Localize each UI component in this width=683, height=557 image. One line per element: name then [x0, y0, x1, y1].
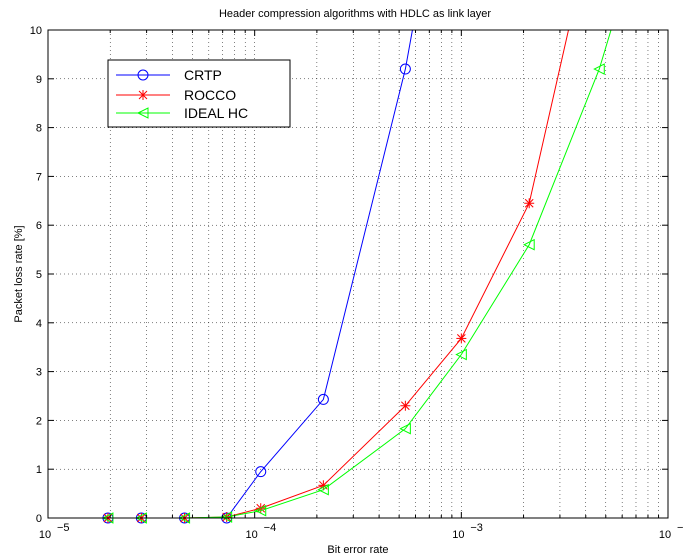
data-point-marker: [138, 90, 148, 100]
legend-label: IDEAL HC: [184, 105, 248, 121]
legend-label: CRTP: [184, 67, 222, 83]
legend: CRTP ROCCO IDEAL HC: [108, 60, 290, 127]
chart-title: Header compression algorithms with HDLC …: [219, 8, 491, 20]
y-tick-label: 10: [30, 25, 42, 37]
x-tick-label-exponent: −4: [264, 522, 277, 534]
y-tick-label: 1: [36, 464, 42, 476]
y-tick-label: 4: [36, 318, 42, 330]
y-axis-label: Packet loss rate [%]: [13, 225, 25, 322]
x-tick-label-exponent: −2: [677, 522, 683, 534]
y-tick-label: 2: [36, 415, 42, 427]
x-tick-label: 10: [659, 529, 671, 541]
y-tick-label: 3: [36, 367, 42, 379]
x-tick-label: 10: [452, 529, 464, 541]
legend-label: ROCCO: [184, 87, 236, 103]
x-tick-label: 10: [246, 529, 258, 541]
x-axis-label: Bit error rate: [327, 544, 388, 556]
data-point-marker: [400, 401, 410, 411]
y-tick-label: 9: [36, 74, 42, 86]
y-tick-label: 5: [36, 269, 42, 281]
y-tick-label: 6: [36, 220, 42, 232]
x-tick-label-exponent: −3: [470, 522, 483, 534]
y-tick-label: 8: [36, 123, 42, 135]
data-point-marker: [456, 333, 466, 343]
x-tick-label: 10: [39, 529, 51, 541]
y-tick-label: 0: [36, 513, 42, 525]
data-point-marker: [524, 198, 534, 208]
y-tick-label: 7: [36, 171, 42, 183]
x-tick-label-exponent: −5: [57, 522, 70, 534]
